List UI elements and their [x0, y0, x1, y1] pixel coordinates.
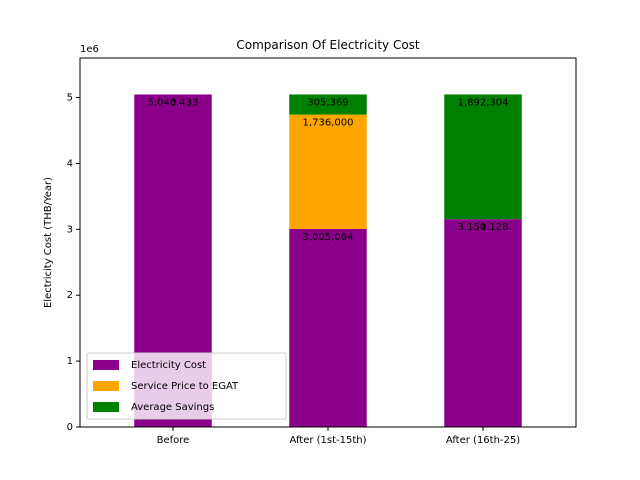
y-tick-label: 5 [67, 93, 73, 104]
data-label: 0 [480, 222, 486, 233]
chart-title: Comparison Of Electricity Cost [236, 38, 420, 52]
legend-swatch [93, 402, 119, 412]
data-label: 0 [170, 97, 176, 108]
y-tick-label: 4 [67, 158, 73, 169]
bar-labels-layer: 5,046,433003,005,0641,736,000305,3693,15… [148, 97, 509, 243]
data-label: 0 [170, 97, 176, 108]
bar-segment [289, 94, 367, 115]
legend: Electricity Cost Service Price to EGAT Ave… [86, 352, 287, 420]
y-tick-label: 2 [67, 290, 73, 301]
y-scale-label: 1e6 [80, 44, 99, 55]
x-axis: Before After (1st-15th) After (16th-25) [157, 427, 520, 446]
y-axis: 0 1 2 3 4 5 [67, 93, 80, 433]
legend-label: Electricity Cost [131, 360, 206, 371]
data-label: 3,154,128 [458, 222, 509, 233]
legend-swatch [93, 360, 119, 370]
bar-segment [289, 114, 367, 229]
data-label: 5,046,433 [148, 97, 199, 108]
data-label: 305,369 [307, 97, 348, 108]
legend-label: Service Price to EGAT [131, 381, 239, 392]
x-tick-label: After (1st-15th) [289, 435, 366, 446]
data-label: 1,736,000 [303, 118, 354, 129]
y-axis-label: Electricity Cost (THB/Year) [43, 177, 54, 308]
y-tick-label: 0 [67, 422, 73, 433]
bar-segment [444, 94, 522, 220]
bars-layer [134, 94, 522, 428]
legend-box [86, 352, 287, 420]
legend-swatch [93, 381, 119, 391]
x-tick-label: After (16th-25) [446, 435, 520, 446]
data-label: 1,892,304 [458, 97, 509, 108]
bar-segment [289, 228, 367, 427]
data-label: 3,005,064 [303, 232, 354, 243]
legend-label: Average Savings [131, 402, 214, 413]
bar-segment [444, 219, 522, 427]
y-tick-label: 1 [67, 356, 73, 367]
y-tick-label: 3 [67, 224, 73, 235]
plot-frame [79, 57, 577, 428]
x-tick-label: Before [157, 435, 190, 446]
